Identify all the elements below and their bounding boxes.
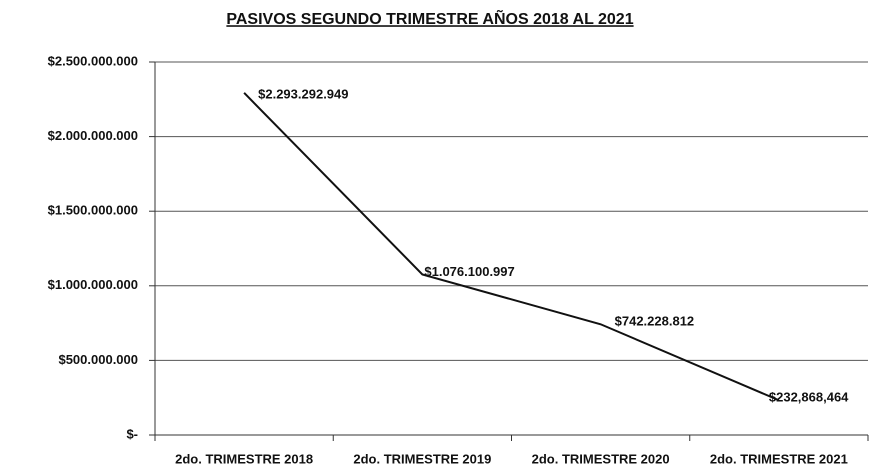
data-label: $2.293.292.949 [258,86,348,101]
line [243,92,780,402]
y-tick-label: $1.500.000.000 [48,203,138,218]
y-tick-label: $- [126,426,138,441]
x-tick-label: 2do. TRIMESTRE 2021 [710,451,848,466]
y-tick-label: $500.000.000 [58,352,138,367]
data-label: $232,868,464 [769,390,849,405]
x-tick-label: 2do. TRIMESTRE 2020 [532,451,670,466]
y-tick-label: $2.000.000.000 [48,128,138,143]
x-tick-label: 2do. TRIMESTRE 2018 [175,451,313,466]
y-tick-label: $2.500.000.000 [48,53,138,68]
data-label: $1.076.100.997 [424,264,514,279]
data-label: $742.228.812 [615,314,695,329]
y-tick-label: $1.000.000.000 [48,277,138,292]
chart-title: PASIVOS SEGUNDO TRIMESTRE AÑOS 2018 AL 2… [226,8,633,28]
x-tick-label: 2do. TRIMESTRE 2019 [353,451,491,466]
